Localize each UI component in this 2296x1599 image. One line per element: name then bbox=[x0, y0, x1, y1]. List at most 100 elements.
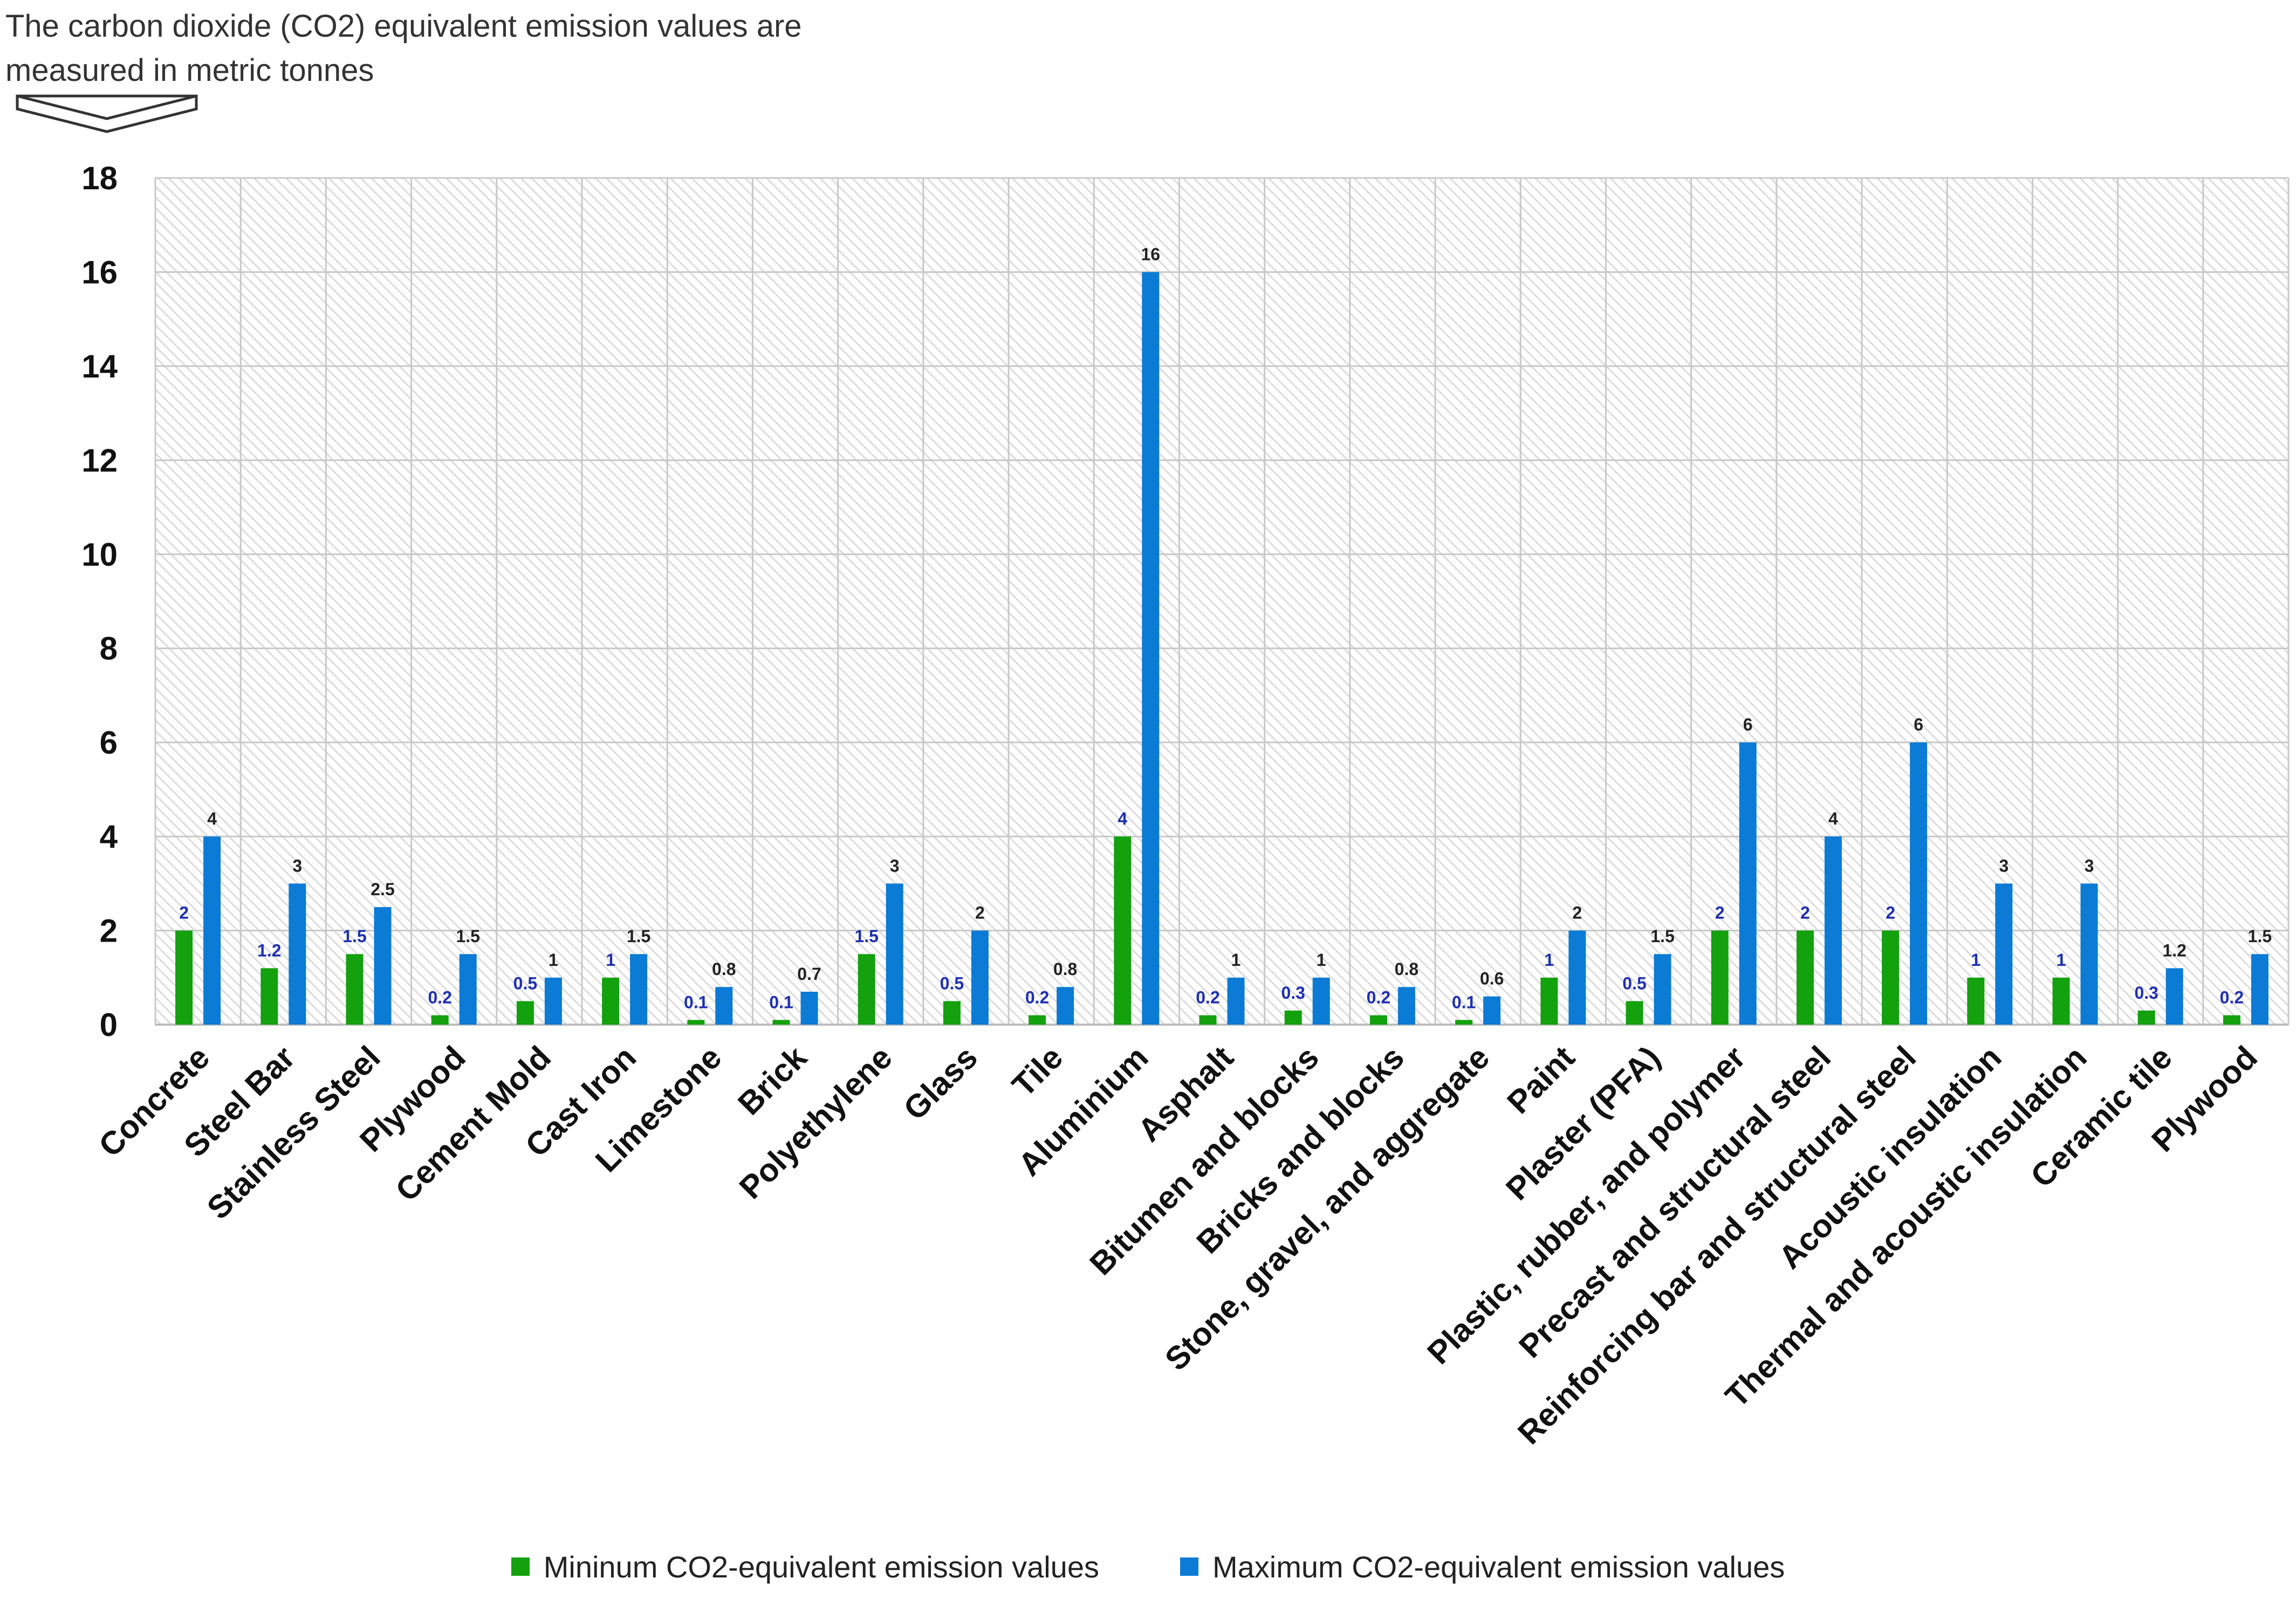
bar-min bbox=[1540, 977, 1558, 1025]
bar-min bbox=[772, 1020, 790, 1025]
data-label-min: 0.3 bbox=[2134, 983, 2158, 1003]
legend-label-max: Maximum CO2-equivalent emission values bbox=[1212, 1549, 1785, 1584]
bar-min bbox=[1029, 1015, 1046, 1025]
data-label-max: 1 bbox=[1317, 950, 1326, 970]
data-label-min: 0.2 bbox=[428, 988, 451, 1007]
legend-swatch-max bbox=[1180, 1557, 1198, 1576]
bar-min bbox=[1369, 1015, 1387, 1025]
y-tick-label: 18 bbox=[81, 160, 118, 196]
bar-max bbox=[2251, 954, 2268, 1025]
x-category-label: Tile bbox=[1005, 1039, 1070, 1104]
y-tick-label: 10 bbox=[81, 537, 118, 573]
bar-min bbox=[2223, 1015, 2240, 1025]
bar-min bbox=[1882, 930, 1900, 1025]
data-label-max: 2 bbox=[975, 903, 985, 923]
data-label-min: 2 bbox=[1800, 903, 1810, 923]
bar-min bbox=[687, 1020, 705, 1025]
data-label-min: 1 bbox=[2057, 950, 2066, 970]
legend-label-min: Mininum CO2-equivalent emission values bbox=[543, 1549, 1099, 1584]
data-label-max: 2.5 bbox=[371, 880, 394, 899]
units-note-line-2: measured in metric tonnes bbox=[5, 53, 374, 88]
bar-min bbox=[1114, 836, 1132, 1025]
data-label-min: 0.2 bbox=[2220, 988, 2244, 1007]
data-label-max: 0.7 bbox=[797, 964, 821, 984]
legend-item-max: Maximum CO2-equivalent emission values bbox=[1180, 1549, 1785, 1584]
data-label-max: 1 bbox=[549, 950, 558, 970]
bar-min bbox=[346, 954, 364, 1025]
bar-max bbox=[630, 954, 648, 1025]
y-tick-label: 14 bbox=[81, 348, 118, 385]
bar-max bbox=[971, 930, 989, 1025]
bar-min bbox=[1967, 977, 1985, 1025]
data-label-min: 0.5 bbox=[513, 973, 537, 993]
data-label-max: 0.6 bbox=[1480, 969, 1504, 989]
data-labels: 241.231.52.50.21.50.51 11.50.10.80.10.71.… bbox=[179, 244, 2272, 1012]
data-label-min: 1.5 bbox=[342, 927, 366, 946]
data-label-min: 0.5 bbox=[1622, 973, 1646, 993]
data-label-max: 4 bbox=[207, 809, 217, 828]
x-category-label: Plaster (PFA) bbox=[1499, 1039, 1667, 1207]
bar-max bbox=[1739, 742, 1757, 1025]
bar-max bbox=[715, 987, 733, 1025]
y-axis-ticks: 0 2 4 6 8 10 12 14 16 18 bbox=[81, 160, 118, 1043]
data-label-min: 1.5 bbox=[854, 927, 878, 946]
bar-min bbox=[1711, 930, 1729, 1025]
bar-min bbox=[2137, 1010, 2155, 1025]
data-label-max: 1.2 bbox=[2162, 941, 2186, 960]
data-label-max: 4 bbox=[1828, 809, 1838, 828]
data-label-min: 1 bbox=[1544, 950, 1554, 970]
data-label-max: 0.8 bbox=[1053, 959, 1077, 979]
data-label-max: 0.8 bbox=[712, 959, 736, 979]
x-category-label: Glass bbox=[896, 1039, 984, 1127]
legend: Mininum CO2-equivalent emission values M… bbox=[0, 1542, 2296, 1591]
bar-max bbox=[2165, 968, 2183, 1025]
bar-min bbox=[431, 1015, 449, 1025]
data-label-max: 1 bbox=[1231, 950, 1241, 970]
data-label-max: 3 bbox=[2085, 856, 2094, 875]
bar-max bbox=[1142, 272, 1160, 1025]
bar-max bbox=[1312, 977, 1330, 1025]
bar-min bbox=[858, 954, 875, 1025]
bar-max bbox=[374, 907, 392, 1025]
y-tick-label: 4 bbox=[100, 819, 118, 855]
grid-lines bbox=[154, 177, 2290, 1026]
bar-min bbox=[261, 968, 278, 1025]
data-label-min: 4 bbox=[1118, 809, 1127, 828]
data-label-max: 1.5 bbox=[2248, 927, 2272, 946]
data-label-min: 1.2 bbox=[257, 941, 281, 960]
bar-max bbox=[1397, 987, 1415, 1025]
data-label-min: 0.3 bbox=[1281, 983, 1305, 1003]
legend-swatch-min bbox=[511, 1557, 530, 1576]
data-label-min: 0.5 bbox=[940, 973, 964, 993]
data-label-max: 3 bbox=[292, 856, 302, 875]
bar-max bbox=[1483, 996, 1501, 1025]
bar-min bbox=[175, 930, 193, 1025]
bar-min bbox=[602, 977, 620, 1025]
bar-max bbox=[2080, 883, 2098, 1025]
x-category-label: Precast and structural steel bbox=[1512, 1039, 1838, 1365]
data-label-max: 6 bbox=[1743, 715, 1753, 735]
data-label-max: 1.5 bbox=[1650, 927, 1674, 946]
x-category-label: Polyethylene bbox=[732, 1039, 899, 1206]
data-label-max: 3 bbox=[1999, 856, 2009, 875]
bar-min bbox=[943, 1001, 961, 1025]
data-label-min: 0.2 bbox=[1196, 988, 1219, 1007]
data-label-min: 0.2 bbox=[1025, 988, 1049, 1007]
bar-max bbox=[800, 991, 818, 1025]
bar-max bbox=[544, 977, 562, 1025]
y-tick-label: 2 bbox=[100, 913, 118, 949]
data-label-min: 0.1 bbox=[684, 992, 708, 1012]
y-tick-label: 8 bbox=[100, 630, 118, 667]
data-label-min: 2 bbox=[1715, 903, 1725, 923]
bar-max bbox=[1568, 930, 1586, 1025]
bar-max bbox=[289, 883, 306, 1025]
bar-min bbox=[1796, 930, 1814, 1025]
data-label-min: 1 bbox=[606, 950, 615, 970]
data-label-max: 6 bbox=[1914, 715, 1923, 735]
data-label-max: 1.5 bbox=[627, 927, 650, 946]
y-tick-label: 6 bbox=[100, 725, 118, 761]
data-label-max: 2 bbox=[1572, 903, 1582, 923]
y-tick-label: 0 bbox=[100, 1007, 118, 1043]
bar-max bbox=[203, 836, 221, 1025]
